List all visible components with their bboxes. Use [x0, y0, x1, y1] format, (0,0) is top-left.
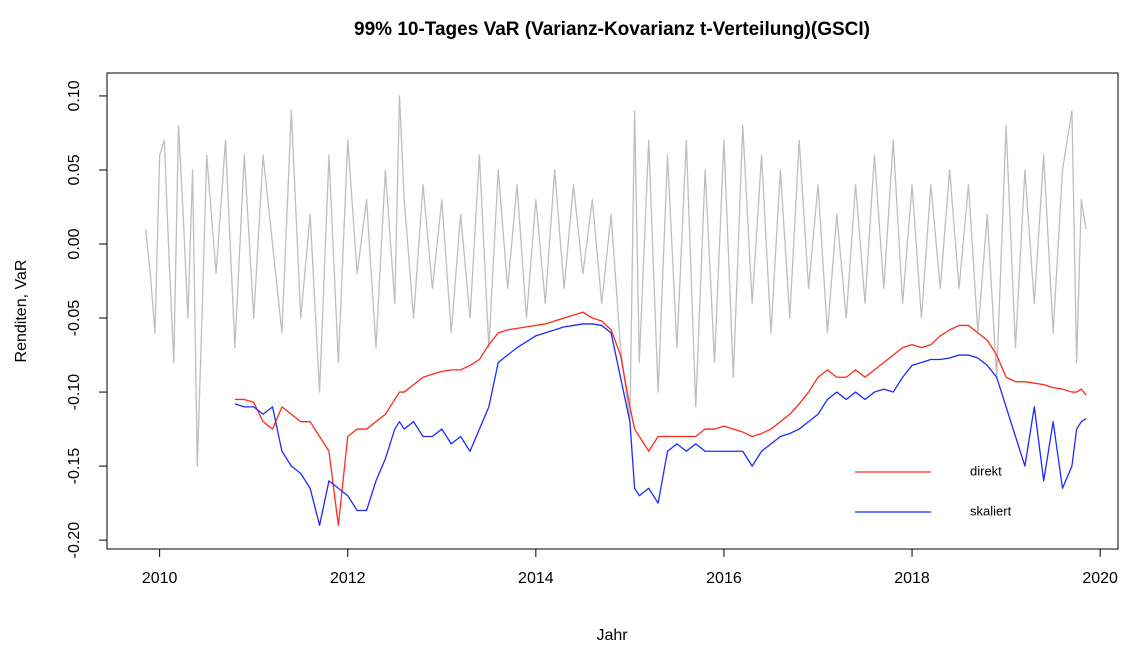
- x-tick-label: 2016: [706, 570, 742, 587]
- x-tick-label: 2012: [330, 570, 366, 587]
- y-tick-label: -0.05: [66, 300, 83, 337]
- series-line: [234, 323, 1087, 526]
- series-line: [144, 95, 1087, 467]
- x-tick-label: 2020: [1082, 570, 1118, 587]
- legend-label: direkt: [970, 463, 1002, 478]
- y-tick-label: -0.10: [66, 374, 83, 411]
- legend-label: skaliert: [970, 503, 1012, 518]
- chart-title: 99% 10-Tages VaR (Varianz-Kovarianz t-Ve…: [354, 19, 870, 40]
- plot-area: [144, 95, 1087, 526]
- y-tick-label: -0.20: [66, 522, 83, 559]
- y-tick-label: -0.15: [66, 448, 83, 485]
- series-line: [234, 311, 1087, 526]
- x-tick-label: 2010: [142, 570, 178, 587]
- y-axis-label: Renditen, VaR: [13, 260, 30, 363]
- y-tick-label: 0.00: [66, 228, 83, 259]
- x-tick-label: 2018: [894, 570, 930, 587]
- plot-frame: [106, 72, 1119, 550]
- x-axis-label: Jahr: [596, 627, 628, 644]
- y-tick-label: 0.05: [66, 154, 83, 185]
- x-tick-label: 2014: [518, 570, 554, 587]
- y-tick-label: 0.10: [66, 80, 83, 111]
